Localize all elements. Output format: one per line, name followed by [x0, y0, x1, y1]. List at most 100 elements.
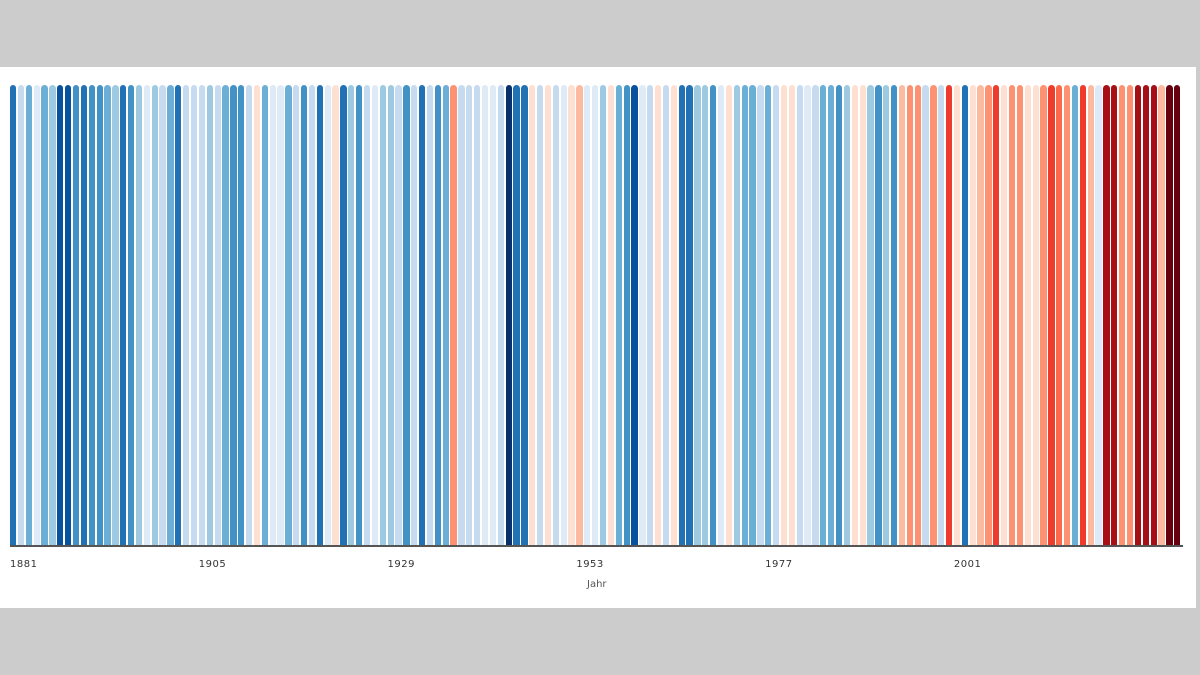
- stripe-1979: [780, 85, 788, 546]
- stripe-1942: [489, 85, 497, 546]
- stripe-1893: [104, 85, 111, 546]
- stripe-2010: [1024, 85, 1031, 546]
- stripe-1925: [356, 85, 363, 546]
- stripe-2000: [946, 85, 953, 546]
- stripe-2004: [977, 85, 984, 546]
- warming-stripes: [10, 85, 1182, 546]
- stripe-1974: [741, 85, 748, 546]
- stripe-2002: [961, 85, 969, 546]
- stripe-1915: [277, 85, 284, 546]
- stripe-2027: [1158, 85, 1165, 546]
- stripe-1933: [419, 85, 426, 546]
- stripe-2022: [1119, 85, 1126, 546]
- stripe-1900: [159, 85, 166, 546]
- x-tick-1881: 1881: [10, 559, 38, 570]
- stripe-1898: [143, 85, 150, 546]
- stripe-1922: [332, 85, 339, 546]
- stripe-1934: [426, 85, 434, 546]
- stripe-2007: [1001, 85, 1008, 546]
- x-tick-1977: 1977: [765, 559, 793, 570]
- stripe-1930: [395, 85, 402, 546]
- stripe-2020: [1103, 85, 1110, 546]
- stripe-1970: [710, 85, 717, 546]
- x-tick-1929: 1929: [387, 559, 415, 570]
- stripe-2012: [1040, 85, 1047, 546]
- stripe-1965: [670, 85, 677, 546]
- stripe-1943: [497, 85, 504, 546]
- stripe-2005: [985, 85, 992, 546]
- x-axis-line: [10, 545, 1183, 547]
- stripe-1935: [434, 85, 442, 546]
- stripe-1951: [560, 85, 567, 546]
- stripe-1960: [631, 85, 638, 546]
- stripe-1986: [835, 85, 843, 546]
- stripe-1996: [914, 85, 921, 546]
- stripe-1885: [41, 85, 48, 546]
- stripe-1966: [678, 85, 685, 546]
- stripe-1928: [379, 85, 386, 546]
- stripe-2028: [1166, 85, 1173, 546]
- stripe-1948: [537, 85, 544, 546]
- stripe-1968: [694, 85, 701, 546]
- stripe-1987: [843, 85, 851, 546]
- stripe-2019: [1095, 85, 1102, 546]
- stripe-1949: [544, 85, 552, 546]
- stripe-1946: [521, 85, 528, 546]
- stripe-2008: [1008, 85, 1016, 546]
- stripe-2018: [1087, 85, 1094, 546]
- stripe-1952: [568, 85, 575, 546]
- stripe-2011: [1032, 85, 1039, 546]
- stripe-1969: [702, 85, 709, 546]
- stripe-1903: [183, 85, 190, 546]
- stripe-1938: [458, 85, 465, 546]
- stripe-2025: [1142, 85, 1149, 546]
- stripe-1906: [206, 85, 213, 546]
- stripe-1967: [686, 85, 693, 546]
- stripe-1991: [875, 85, 882, 546]
- stripe-1902: [175, 85, 182, 546]
- x-tick-1905: 1905: [198, 559, 227, 570]
- stripe-1947: [529, 85, 536, 546]
- stripe-1980: [788, 85, 795, 546]
- stripe-1941: [481, 85, 489, 546]
- stripe-1959: [623, 85, 630, 546]
- stripe-1918: [301, 85, 308, 546]
- stripe-1993: [890, 85, 898, 546]
- stripe-1912: [253, 85, 261, 546]
- stripe-1917: [293, 85, 300, 546]
- stripe-1890: [80, 85, 88, 546]
- stripe-1992: [883, 85, 890, 546]
- stripe-1907: [214, 85, 221, 546]
- stripe-1914: [269, 85, 276, 546]
- stripe-1984: [820, 85, 827, 546]
- stripe-2021: [1111, 85, 1118, 546]
- stripe-1990: [867, 85, 874, 546]
- stripe-1888: [65, 85, 72, 546]
- stripe-1909: [230, 85, 237, 546]
- stripe-1995: [906, 85, 913, 546]
- stripe-1977: [765, 85, 772, 546]
- stripe-1886: [49, 85, 56, 546]
- stripe-2024: [1134, 85, 1142, 546]
- stripe-1882: [17, 85, 25, 546]
- stripe-2009: [1016, 85, 1024, 546]
- stripe-1911: [245, 85, 253, 546]
- stripe-1954: [584, 85, 591, 546]
- stripe-1997: [922, 85, 929, 546]
- stripe-1955: [592, 85, 599, 546]
- stripe-2014: [1056, 85, 1063, 546]
- stripe-2003: [969, 85, 976, 546]
- stripe-1932: [411, 85, 418, 546]
- stripe-1924: [348, 85, 355, 546]
- stripe-2013: [1048, 85, 1055, 546]
- stripe-1976: [757, 85, 764, 546]
- stripe-2017: [1079, 85, 1086, 546]
- stripe-1910: [238, 85, 245, 546]
- stripe-1920: [316, 85, 324, 546]
- stripe-1975: [749, 85, 756, 546]
- stripe-1983: [812, 85, 819, 546]
- stripe-1916: [285, 85, 292, 546]
- stripe-1931: [403, 85, 410, 546]
- stripe-1923: [340, 85, 347, 546]
- x-tick-2001: 2001: [953, 559, 982, 570]
